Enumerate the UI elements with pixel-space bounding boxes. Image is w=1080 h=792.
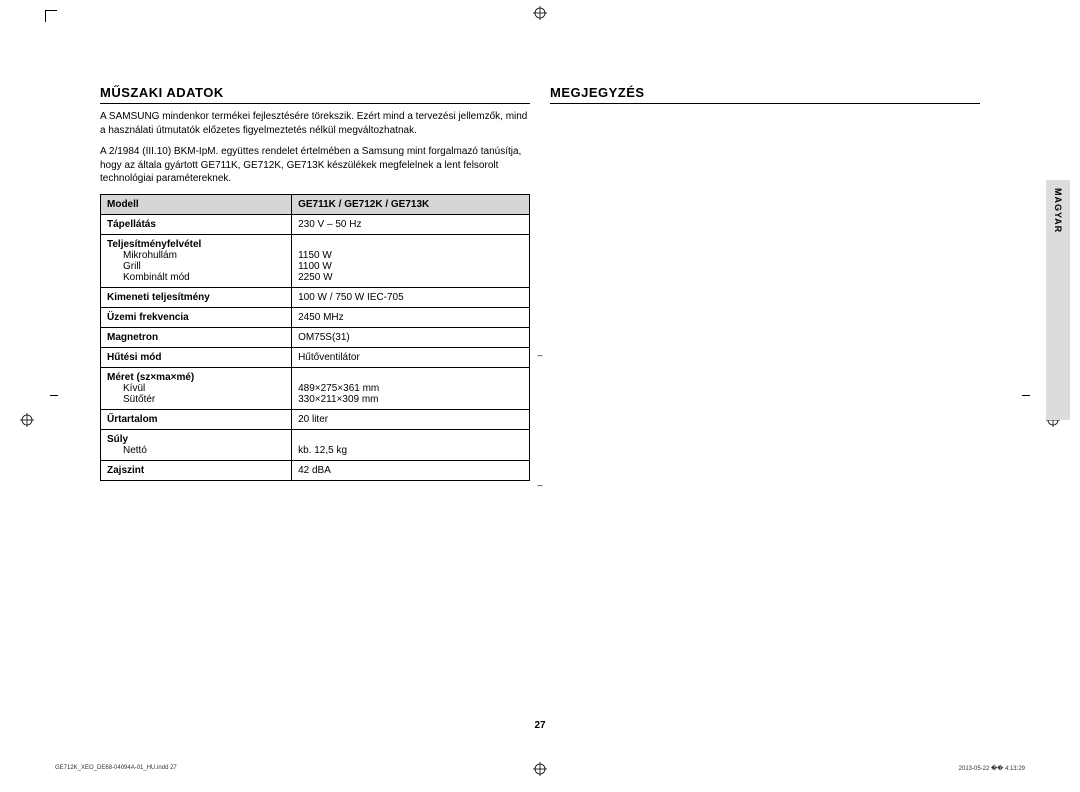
registration-mark-left (20, 413, 34, 427)
table-row-label: Tápellátás (101, 214, 292, 234)
table-row-value: 489×275×361 mm330×211×309 mm (292, 367, 530, 409)
registration-mark-bottom (533, 762, 547, 776)
crop-mark-top-left (45, 10, 57, 22)
table-row-value: 100 W / 750 W IEC-705 (292, 287, 530, 307)
footer-filename: GE712K_XEO_DE68-04094A-01_HU.indd 27 (55, 765, 177, 771)
left-column: MŰSZAKI ADATOK A SAMSUNG mindenkor termé… (100, 85, 530, 481)
language-tab: MAGYAR (1046, 180, 1070, 420)
crop-tick-left (50, 395, 58, 396)
footer-timestamp: 2013-05-22 �� 4:13:29 (959, 765, 1025, 772)
center-tick-lower: – (537, 480, 542, 490)
table-row-label: Méret (sz×ma×mé)KívülSütőtér (101, 367, 292, 409)
table-row-value: 1150 W1100 W2250 W (292, 234, 530, 287)
page-content: MŰSZAKI ADATOK A SAMSUNG mindenkor termé… (100, 85, 980, 481)
table-row-value: OM75S(31) (292, 327, 530, 347)
table-head-models: GE711K / GE712K / GE713K (292, 194, 530, 214)
table-row-value: 230 V – 50 Hz (292, 214, 530, 234)
table-row-value: 20 liter (292, 409, 530, 429)
section-title-specs: MŰSZAKI ADATOK (100, 85, 530, 104)
table-row-label: TeljesítményfelvételMikrohullámGrillKomb… (101, 234, 292, 287)
table-row-value: kb. 12,5 kg (292, 429, 530, 460)
registration-mark-top (533, 6, 547, 20)
table-row-label: Kimeneti teljesítmény (101, 287, 292, 307)
specifications-table: Modell GE711K / GE712K / GE713K Tápellát… (100, 194, 530, 481)
table-row-label: Hűtési mód (101, 347, 292, 367)
intro-paragraph-2: A 2/1984 (III.10) BKM-IpM. együttes rend… (100, 145, 530, 186)
crop-tick-right (1022, 395, 1030, 396)
table-row-label: Üzemi frekvencia (101, 307, 292, 327)
intro-paragraph-1: A SAMSUNG mindenkor termékei fejlesztésé… (100, 110, 530, 137)
section-title-notes: MEGJEGYZÉS (550, 85, 980, 104)
table-row-value: Hűtőventilátor (292, 347, 530, 367)
table-row-label: Űrtartalom (101, 409, 292, 429)
table-row-label: Zajszint (101, 460, 292, 480)
language-tab-label: MAGYAR (1053, 188, 1063, 233)
table-head-model: Modell (101, 194, 292, 214)
table-row-value: 2450 MHz (292, 307, 530, 327)
table-row-label: SúlyNettó (101, 429, 292, 460)
table-row-label: Magnetron (101, 327, 292, 347)
table-row-value: 42 dBA (292, 460, 530, 480)
page-number: 27 (534, 720, 545, 731)
right-column: MEGJEGYZÉS (550, 85, 980, 481)
